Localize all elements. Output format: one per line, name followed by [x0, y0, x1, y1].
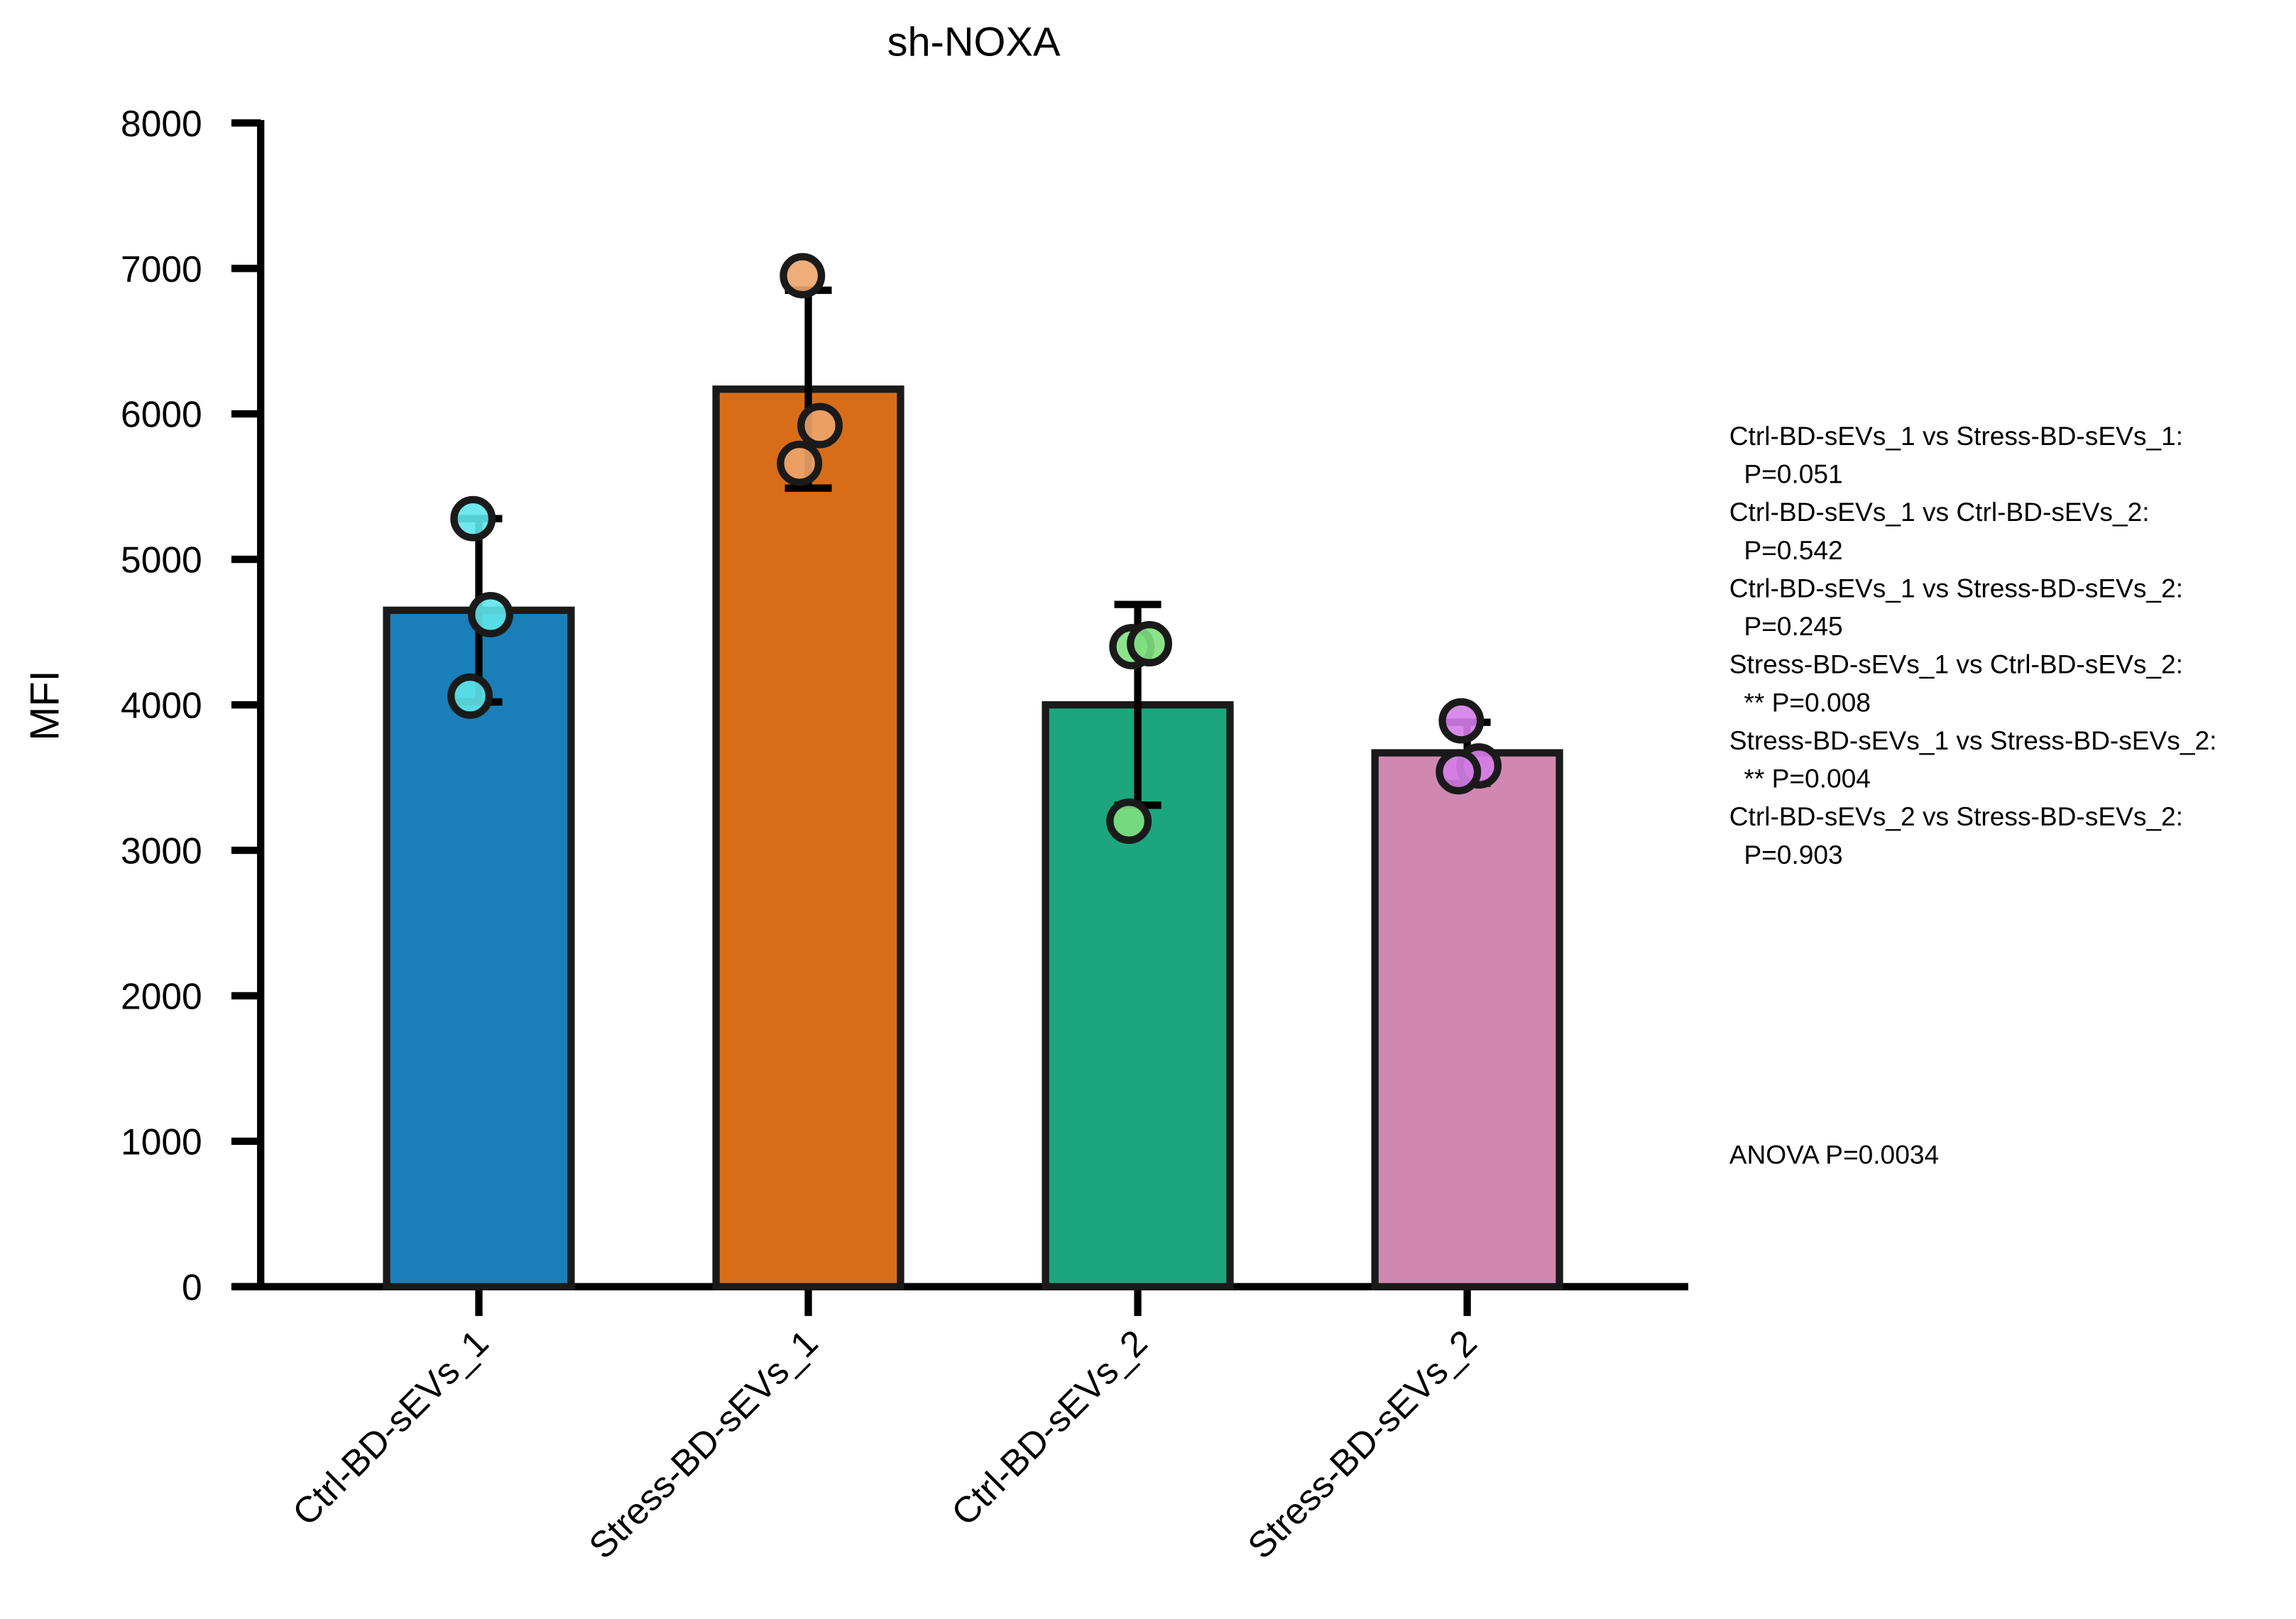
- data-point: [1127, 620, 1173, 666]
- x-tick-label: Ctrl-BD-sEVs_2: [944, 1322, 1155, 1533]
- data-point: [777, 440, 823, 486]
- y-tick-label: 8000: [121, 103, 202, 144]
- annotation: ** P=0.004: [1729, 764, 1871, 794]
- annotation: P=0.245: [1729, 611, 1843, 641]
- chart-title: sh-NOXA: [887, 19, 1061, 65]
- y-tick-label: 0: [182, 1266, 202, 1307]
- data-point: [1438, 698, 1485, 744]
- data-point: [450, 495, 496, 542]
- annotation: Ctrl-BD-sEVs_1 vs Ctrl-BD-sEVs_2:: [1729, 497, 2150, 527]
- data-point: [797, 402, 843, 449]
- annotation: Stress-BD-sEVs_1 vs Ctrl-BD-sEVs_2:: [1729, 649, 2183, 679]
- x-tick-label: Stress-BD-sEVs_1: [581, 1322, 826, 1566]
- data-point: [780, 253, 826, 299]
- x-tick-label: Ctrl-BD-sEVs_1: [285, 1322, 496, 1533]
- x-tick-label: Stress-BD-sEVs_2: [1240, 1322, 1485, 1566]
- data-point: [1106, 798, 1152, 844]
- bar: [383, 606, 575, 1290]
- y-tick-label: 4000: [121, 685, 202, 726]
- annotation: ** P=0.008: [1729, 687, 1871, 717]
- y-tick-label: 1000: [121, 1121, 202, 1162]
- data-point: [468, 592, 513, 637]
- y-tick-label: 2000: [121, 976, 202, 1017]
- anova-annotation: ANOVA P=0.0034: [1729, 1140, 1939, 1170]
- annotation: P=0.542: [1729, 535, 1843, 565]
- bar: [1371, 749, 1563, 1290]
- annotation: P=0.903: [1729, 840, 1843, 869]
- y-tick-label: 3000: [121, 830, 202, 872]
- y-tick-label: 7000: [121, 248, 202, 290]
- annotation: Ctrl-BD-sEVs_2 vs Stress-BD-sEVs_2:: [1729, 801, 2183, 831]
- y-axis-label: MFI: [23, 670, 68, 740]
- bar: [712, 385, 904, 1290]
- data-point: [447, 673, 493, 719]
- y-tick-label: 6000: [121, 394, 202, 435]
- annotation: Ctrl-BD-sEVs_1 vs Stress-BD-sEVs_1:: [1729, 421, 2183, 451]
- annotation: P=0.051: [1729, 459, 1843, 489]
- y-tick-label: 5000: [121, 539, 202, 581]
- data-point: [1436, 749, 1482, 795]
- annotation: Ctrl-BD-sEVs_1 vs Stress-BD-sEVs_2:: [1729, 573, 2183, 603]
- annotation: Stress-BD-sEVs_1 vs Stress-BD-sEVs_2:: [1729, 725, 2217, 755]
